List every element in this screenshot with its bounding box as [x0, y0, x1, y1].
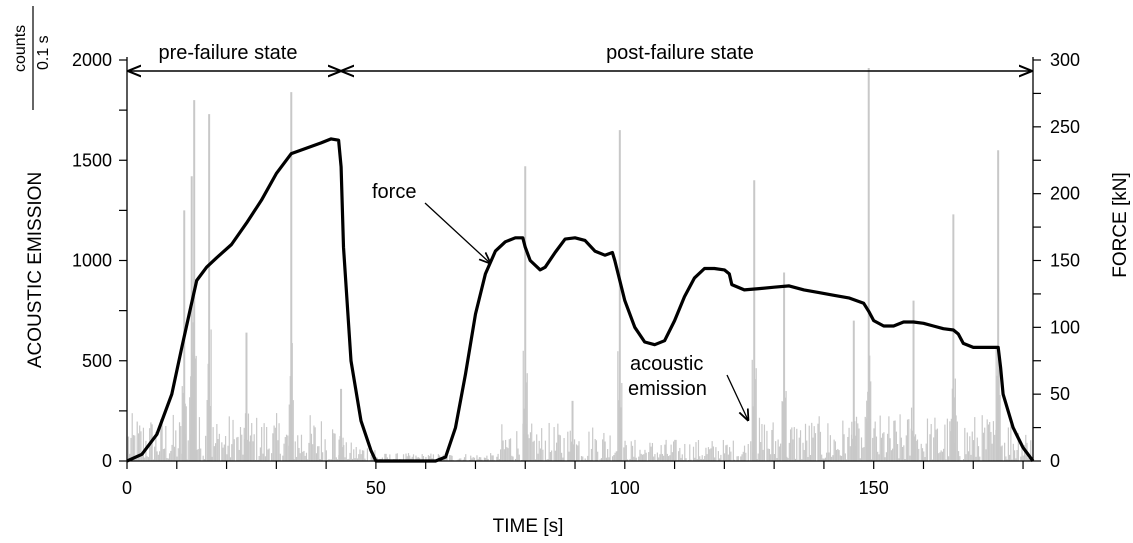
y-right-tick-label: 200 — [1050, 184, 1080, 204]
y-left-axis-title: ACOUSTIC EMISSION — [25, 172, 46, 368]
force-pointer-arrow — [424, 202, 490, 263]
force-label: force — [372, 181, 416, 203]
y-right-tick-label: 300 — [1050, 50, 1080, 70]
annotations: pre-failure state post-failure state for… — [129, 42, 1031, 420]
post-failure-label: post-failure state — [606, 42, 754, 64]
y-right-tick-label: 50 — [1050, 384, 1070, 404]
force-line — [126, 137, 1035, 463]
ae-label-line2: emission — [628, 378, 707, 400]
y-right-tick-label: 100 — [1050, 317, 1080, 337]
y-right-tick-label: 150 — [1050, 251, 1080, 271]
unit-denominator: 0.1 s — [35, 35, 52, 70]
y-left-tick-label: 2000 — [72, 50, 112, 70]
y-right-axis-title: FORCE [kN] — [1110, 172, 1131, 278]
y-left-tick-label: 500 — [82, 351, 112, 371]
ae-label-line1: acoustic — [630, 353, 703, 375]
x-tick-label: 50 — [366, 478, 386, 498]
y-left-tick-label: 1500 — [72, 150, 112, 170]
force-series — [126, 137, 1035, 463]
ae-pointer-arrow — [726, 374, 748, 420]
y-right-tick-label: 250 — [1050, 117, 1080, 137]
pre-failure-label: pre-failure state — [159, 42, 298, 64]
x-tick-label: 150 — [859, 478, 889, 498]
y-right-tick-label: 0 — [1050, 451, 1060, 471]
x-tick-label: 100 — [610, 478, 640, 498]
acoustic-emission-series — [127, 68, 1032, 461]
y-left-tick-label: 0 — [102, 451, 112, 471]
left-unit-fraction: counts 0.1 s — [12, 6, 52, 110]
unit-numerator: counts — [12, 25, 29, 72]
axes: 0 50 100 1500500100015002000050100150200250… — [72, 50, 1080, 498]
y-left-tick-label: 1000 — [72, 251, 112, 271]
x-axis-title: TIME [s] — [493, 516, 564, 537]
x-tick-label: 0 — [122, 478, 132, 498]
